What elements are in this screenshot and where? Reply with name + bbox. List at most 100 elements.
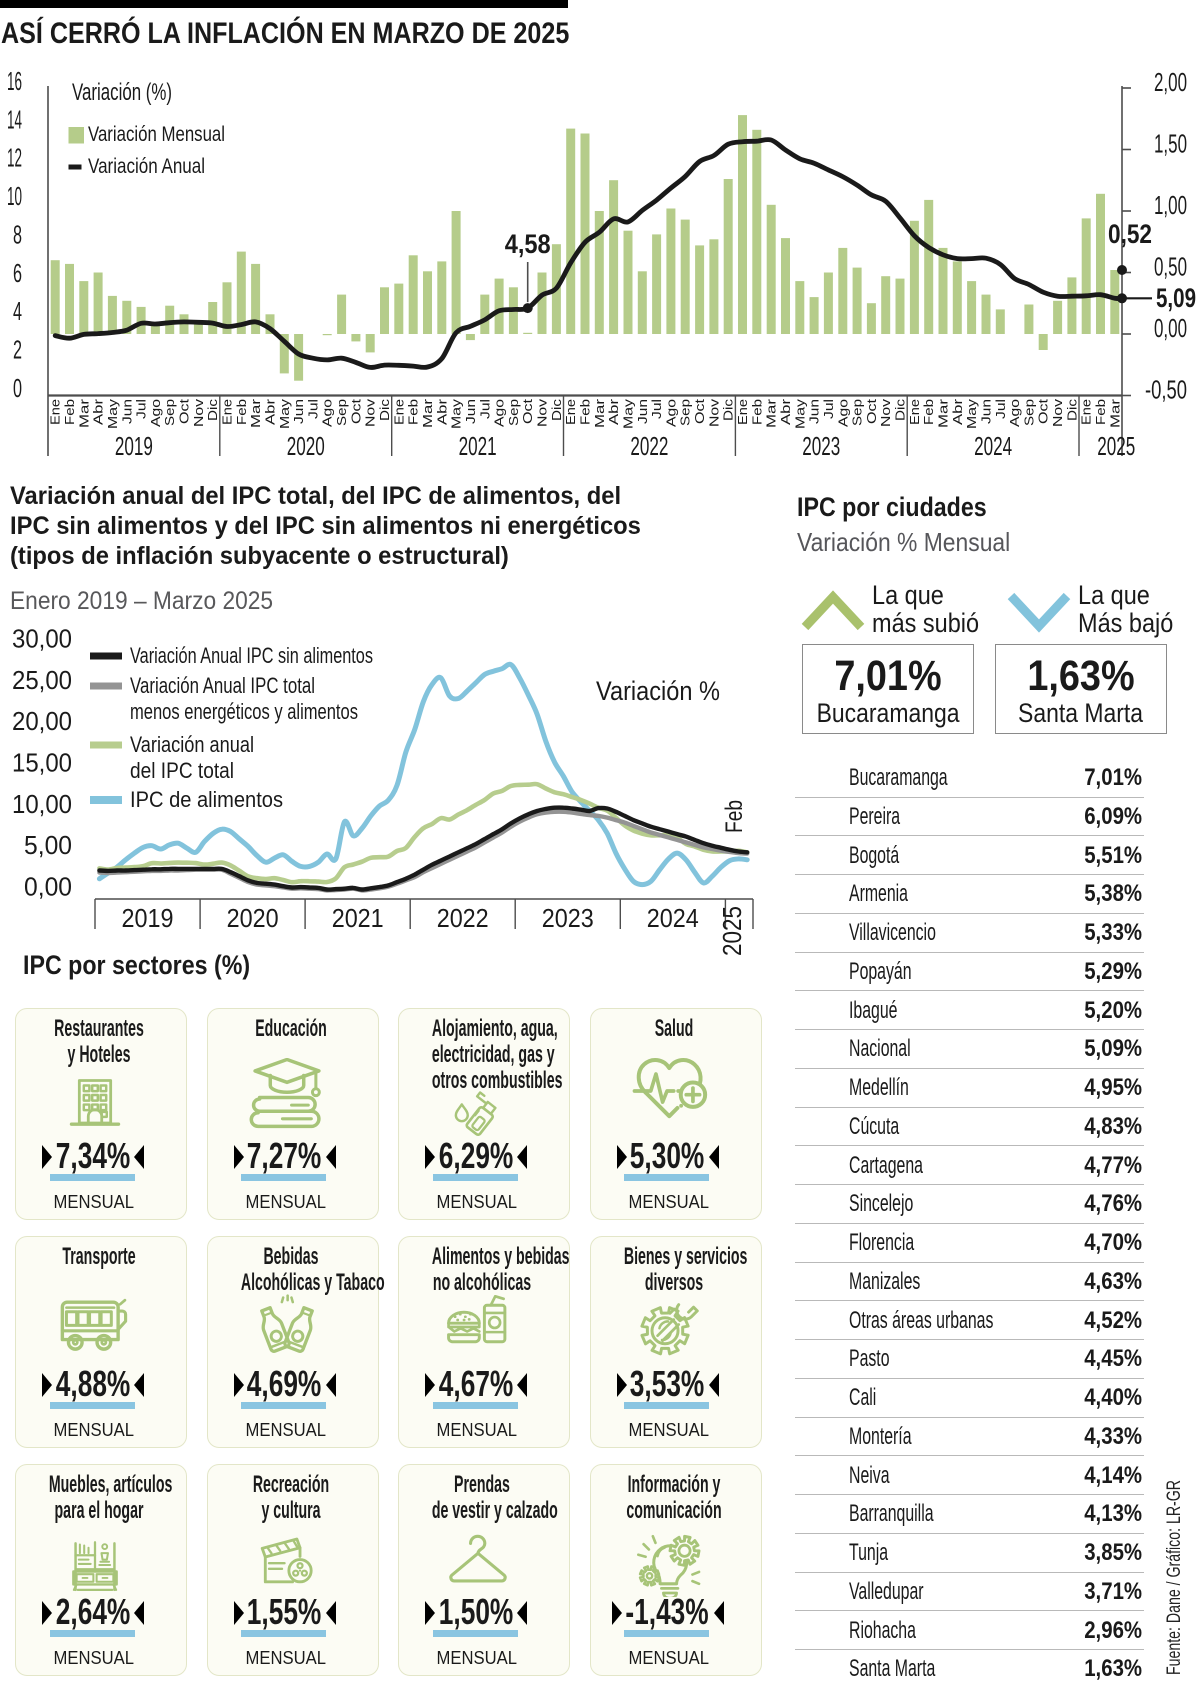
svg-text:2023: 2023 (542, 903, 594, 933)
svg-text:Feb: Feb (749, 399, 764, 425)
svg-text:Ene: Ene (1079, 399, 1094, 425)
svg-text:Abr: Abr (606, 398, 621, 425)
svg-text:Variación Anual IPC total: Variación Anual IPC total (130, 673, 315, 698)
svg-text:2024: 2024 (974, 431, 1012, 461)
svg-text:Fuente: Dane / Gráfico: LR-GR: Fuente: Dane / Gráfico: LR-GR (1164, 1480, 1185, 1675)
svg-text:Jul: Jul (993, 399, 1008, 419)
svg-text:1,00: 1,00 (1154, 190, 1187, 220)
svg-text:2019: 2019 (122, 903, 174, 933)
svg-text:Nov: Nov (535, 398, 550, 427)
svg-text:Variación Anual IPC sin alimen: Variación Anual IPC sin alimentos (130, 643, 373, 668)
svg-text:14: 14 (7, 104, 22, 134)
svg-text:Abr: Abr (778, 398, 793, 425)
svg-text:Feb: Feb (406, 399, 421, 425)
svg-text:Ago: Ago (835, 399, 850, 427)
svg-text:2020: 2020 (287, 431, 325, 461)
svg-text:Jun: Jun (463, 399, 478, 424)
svg-text:Dic: Dic (205, 398, 220, 421)
svg-text:-0,50: -0,50 (1145, 375, 1187, 405)
svg-text:Dic: Dic (1064, 398, 1079, 421)
svg-text:Ene: Ene (220, 399, 235, 425)
svg-text:Variación Mensual: Variación Mensual (88, 123, 225, 146)
svg-text:25,00: 25,00 (12, 665, 72, 695)
svg-text:Feb: Feb (234, 399, 249, 425)
svg-text:4,58: 4,58 (505, 229, 551, 259)
svg-text:IPC de alimentos: IPC de alimentos (130, 787, 283, 812)
svg-text:Sep: Sep (678, 399, 693, 426)
svg-text:Ago: Ago (320, 399, 335, 427)
svg-text:Ene: Ene (735, 399, 750, 425)
svg-text:Abr: Abr (91, 398, 106, 425)
svg-text:2025: 2025 (717, 906, 747, 956)
svg-text:May: May (105, 398, 120, 429)
svg-text:2023: 2023 (802, 431, 840, 461)
svg-text:May: May (621, 398, 636, 429)
svg-text:2022: 2022 (630, 431, 668, 461)
svg-text:Nov: Nov (706, 398, 721, 427)
svg-text:Jun: Jun (119, 399, 134, 424)
svg-text:Abr: Abr (434, 398, 449, 425)
svg-text:Mar: Mar (592, 398, 607, 428)
svg-text:Mar: Mar (1107, 398, 1122, 428)
svg-text:5,00: 5,00 (24, 830, 72, 860)
svg-text:20,00: 20,00 (12, 706, 72, 736)
svg-text:Mar: Mar (936, 398, 951, 428)
svg-text:Variación %: Variación % (596, 676, 720, 706)
svg-text:Nov: Nov (878, 398, 893, 427)
svg-text:2024: 2024 (647, 903, 699, 933)
svg-text:0,50: 0,50 (1154, 252, 1187, 282)
svg-text:Variación Anual: Variación Anual (88, 155, 205, 178)
svg-text:Jul: Jul (821, 399, 836, 419)
svg-text:5,09: 5,09 (1156, 283, 1196, 313)
svg-text:Feb: Feb (578, 399, 593, 425)
svg-text:1,50: 1,50 (1154, 129, 1187, 159)
svg-text:Nov: Nov (363, 398, 378, 427)
svg-text:12: 12 (7, 143, 22, 173)
svg-text:2020: 2020 (227, 903, 279, 933)
svg-text:Oct: Oct (177, 399, 192, 424)
svg-text:Mar: Mar (248, 398, 263, 428)
svg-text:May: May (277, 398, 292, 429)
svg-text:Jun: Jun (979, 399, 994, 424)
svg-text:Oct: Oct (692, 399, 707, 424)
svg-text:Ago: Ago (492, 399, 507, 427)
svg-text:Oct: Oct (520, 399, 535, 424)
svg-text:Ago: Ago (148, 399, 163, 427)
svg-text:2,00: 2,00 (1154, 67, 1187, 97)
svg-text:Variación (%): Variación (%) (72, 79, 172, 106)
svg-text:6: 6 (13, 258, 22, 288)
svg-text:0: 0 (13, 373, 22, 403)
svg-text:15,00: 15,00 (12, 748, 72, 778)
svg-text:Ago: Ago (1007, 399, 1022, 427)
svg-text:Abr: Abr (950, 398, 965, 425)
svg-text:Sep: Sep (850, 399, 865, 426)
svg-text:Jun: Jun (291, 399, 306, 424)
svg-text:Feb: Feb (1093, 399, 1108, 425)
svg-text:2021: 2021 (332, 903, 384, 933)
svg-text:Feb: Feb (921, 399, 936, 425)
svg-text:Feb: Feb (62, 399, 77, 425)
svg-text:Ene: Ene (391, 399, 406, 425)
svg-text:Ago: Ago (663, 399, 678, 427)
svg-text:Oct: Oct (348, 399, 363, 424)
svg-text:May: May (792, 398, 807, 429)
svg-text:10,00: 10,00 (12, 789, 72, 819)
svg-text:2021: 2021 (459, 431, 497, 461)
svg-text:Mar: Mar (420, 398, 435, 428)
svg-text:Mar: Mar (764, 398, 779, 428)
svg-text:del IPC total: del IPC total (130, 758, 234, 783)
svg-text:Jul: Jul (649, 399, 664, 419)
svg-text:May: May (964, 398, 979, 429)
svg-text:2022: 2022 (437, 903, 489, 933)
svg-text:Mar: Mar (76, 398, 91, 428)
svg-text:Ene: Ene (907, 399, 922, 425)
svg-text:Feb: Feb (721, 800, 748, 833)
svg-text:Sep: Sep (506, 399, 521, 426)
svg-text:8: 8 (13, 220, 22, 250)
svg-text:30,00: 30,00 (12, 623, 72, 653)
svg-text:Dic: Dic (549, 398, 564, 421)
svg-text:2019: 2019 (115, 431, 153, 461)
svg-text:May: May (449, 398, 464, 429)
svg-text:Sep: Sep (334, 399, 349, 426)
svg-text:0,52: 0,52 (1108, 219, 1152, 249)
